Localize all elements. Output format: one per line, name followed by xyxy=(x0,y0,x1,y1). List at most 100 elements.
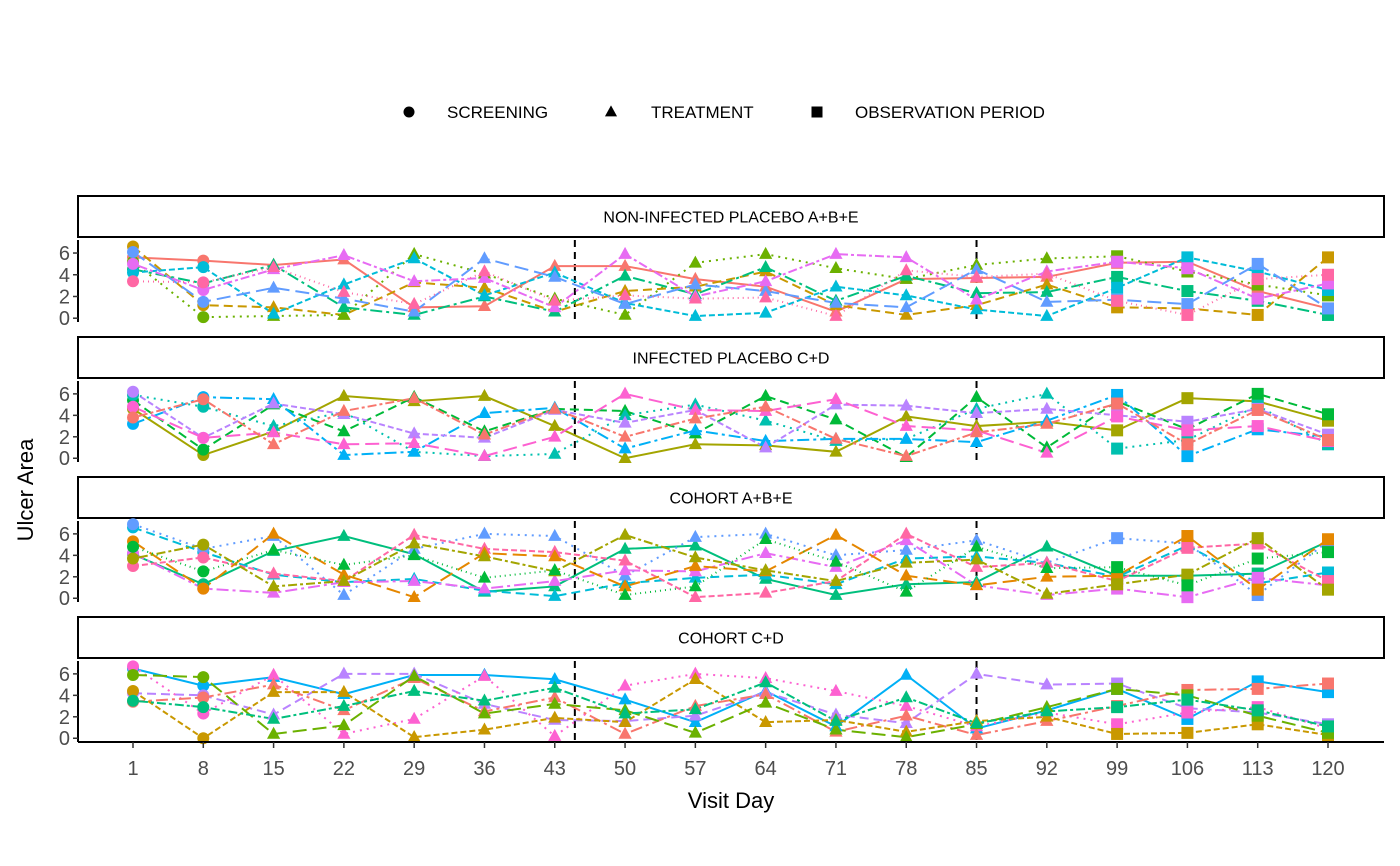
data-point xyxy=(337,447,351,460)
data-point xyxy=(1322,583,1334,596)
data-point xyxy=(969,578,984,591)
y-tick-label: 4 xyxy=(59,405,70,427)
series-line xyxy=(132,253,1329,319)
series-line xyxy=(132,673,1329,739)
data-point xyxy=(688,550,702,563)
data-point xyxy=(1040,401,1054,414)
data-point xyxy=(899,409,913,422)
data-point xyxy=(829,431,843,444)
data-point xyxy=(407,251,421,264)
data-point xyxy=(337,437,351,450)
data-point xyxy=(197,691,210,704)
data-point xyxy=(548,549,562,562)
data-point xyxy=(407,729,421,742)
data-point xyxy=(969,302,984,315)
data-point xyxy=(337,567,351,580)
data-point xyxy=(829,713,843,726)
data-point xyxy=(477,388,492,401)
data-point xyxy=(407,536,421,549)
data-point xyxy=(197,701,210,714)
y-tick-label: 4 xyxy=(59,265,70,287)
data-point xyxy=(477,526,492,539)
data-point xyxy=(127,540,139,553)
data-point xyxy=(1111,718,1124,731)
data-point xyxy=(1322,302,1334,315)
data-point xyxy=(477,264,492,277)
data-point xyxy=(829,392,843,405)
data-point xyxy=(197,443,210,456)
data-point xyxy=(759,695,773,708)
facet-strip xyxy=(77,476,1385,519)
data-point xyxy=(548,258,562,271)
data-point xyxy=(127,245,139,258)
data-point xyxy=(407,668,421,681)
data-point xyxy=(197,582,210,595)
data-point xyxy=(266,425,281,438)
legend-circle-icon xyxy=(403,106,415,118)
data-point xyxy=(266,566,281,579)
data-point xyxy=(1181,424,1194,437)
data-point xyxy=(1181,726,1194,739)
data-point xyxy=(618,386,632,399)
data-point xyxy=(899,307,913,320)
x-tick-label: 71 xyxy=(825,758,847,780)
data-point xyxy=(407,444,421,457)
data-point xyxy=(759,259,773,272)
data-point xyxy=(759,246,773,259)
x-tick-label: 29 xyxy=(403,758,425,780)
data-point xyxy=(688,702,702,715)
x-axis: 1 8 15 22 29 36 43 50 57 64 71 78 85 92 99 106 113 120 xyxy=(78,741,1384,780)
data-point xyxy=(266,437,281,450)
data-point xyxy=(477,570,492,583)
data-point xyxy=(829,527,843,540)
data-point xyxy=(829,308,843,321)
data-point xyxy=(477,270,492,283)
data-point xyxy=(688,277,702,290)
data-point xyxy=(1181,308,1194,321)
series-line xyxy=(132,390,1329,449)
x-tick-label: 99 xyxy=(1106,758,1128,780)
x-tick-label: 43 xyxy=(544,758,566,780)
data-point xyxy=(1181,262,1194,275)
data-point xyxy=(337,698,351,711)
data-point xyxy=(969,716,984,729)
data-point xyxy=(1111,532,1124,545)
data-point xyxy=(548,573,562,586)
data-point xyxy=(1040,586,1054,599)
data-point xyxy=(1322,408,1334,421)
data-point xyxy=(618,541,632,554)
data-point xyxy=(1322,251,1334,264)
data-point xyxy=(1111,701,1124,714)
series-line xyxy=(132,533,1329,595)
data-point xyxy=(337,424,351,437)
data-point xyxy=(899,708,913,721)
x-tick-label: 36 xyxy=(473,758,495,780)
data-point xyxy=(969,269,984,282)
data-point xyxy=(969,434,984,447)
series-line xyxy=(132,245,1329,316)
y-tick-label: 2 xyxy=(59,567,70,589)
data-point xyxy=(1111,281,1124,294)
series-line xyxy=(132,395,1329,460)
data-point xyxy=(407,711,421,724)
data-point xyxy=(197,431,210,444)
legend-label: TREATMENT xyxy=(651,103,754,122)
data-point xyxy=(1251,571,1264,584)
data-point xyxy=(477,448,492,461)
data-point xyxy=(688,308,702,321)
data-point xyxy=(197,565,210,578)
data-point xyxy=(618,415,632,428)
y-tick-label: 0 xyxy=(59,308,70,330)
data-point xyxy=(969,405,984,418)
data-point xyxy=(759,545,773,558)
data-point xyxy=(266,677,281,690)
data-point xyxy=(407,683,421,696)
data-point xyxy=(1251,292,1264,305)
data-point xyxy=(266,418,281,431)
data-point xyxy=(969,539,984,552)
series-line xyxy=(132,526,1329,598)
data-point xyxy=(477,722,492,735)
x-tick-label: 92 xyxy=(1036,758,1058,780)
data-point xyxy=(197,671,210,684)
